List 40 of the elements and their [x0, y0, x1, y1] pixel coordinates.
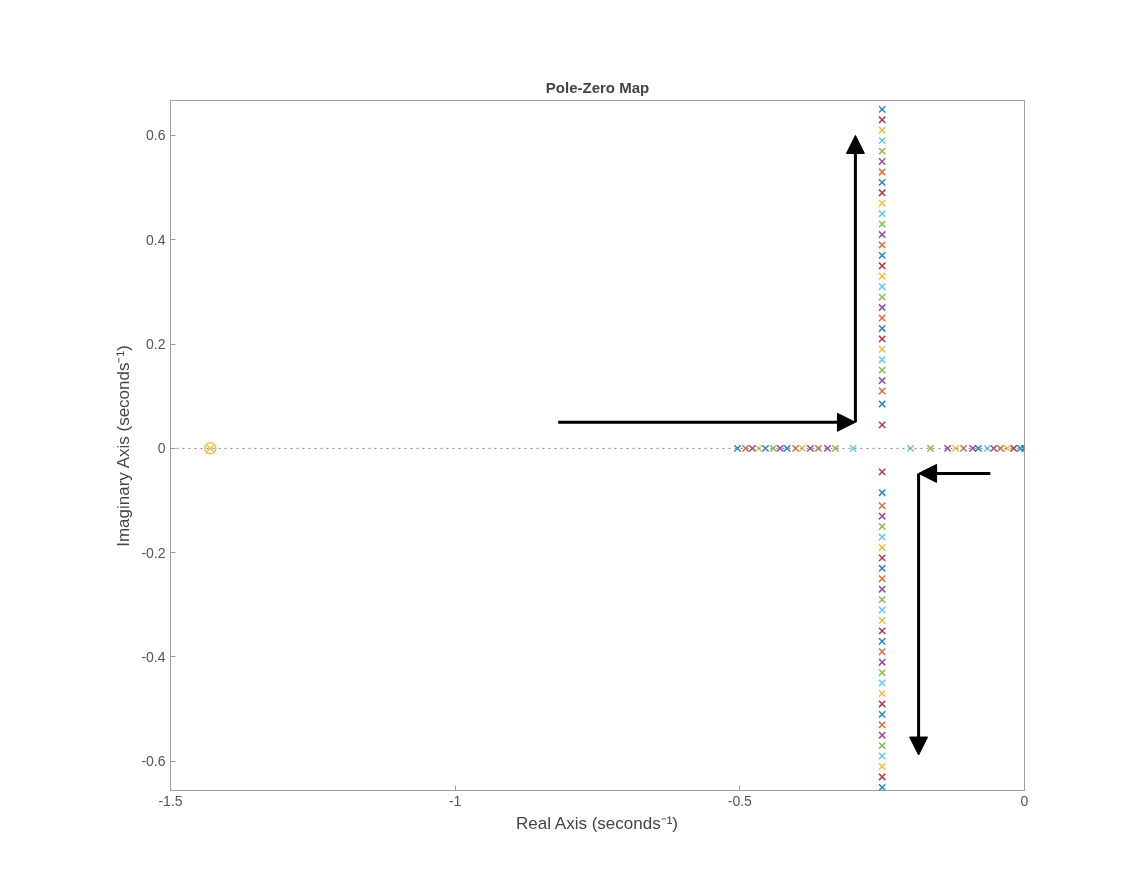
point	[906, 444, 915, 453]
y-tick-label: 0.4	[146, 231, 166, 248]
y-tick-label: 0	[157, 440, 166, 457]
point	[878, 188, 887, 197]
point	[791, 444, 800, 453]
point	[878, 261, 887, 270]
x-tick-label: -1	[448, 792, 462, 809]
point	[996, 444, 1005, 453]
point	[951, 444, 960, 453]
x-tick-label: 0	[1020, 792, 1029, 809]
point	[878, 334, 887, 343]
point	[943, 444, 952, 453]
point	[754, 444, 763, 453]
point	[1009, 444, 1018, 453]
point	[878, 420, 887, 429]
point	[878, 366, 887, 375]
point	[878, 293, 887, 302]
y-axis-title: Imaginary Axis (seconds⁻¹)	[114, 345, 134, 547]
chart-title: Pole-Zero Map	[545, 78, 650, 96]
point	[878, 731, 887, 740]
point	[968, 444, 977, 453]
x-tick-label: -0.5	[727, 792, 753, 809]
x-axis-title: Real Axis (seconds⁻¹)	[516, 813, 678, 833]
point	[748, 444, 757, 453]
point	[878, 126, 887, 135]
point	[878, 467, 887, 476]
point	[769, 444, 778, 453]
y-tick-label: 0.6	[146, 127, 166, 144]
point	[1003, 444, 1012, 453]
y-tick-label: -0.4	[141, 648, 166, 665]
y-tick-label: -0.6	[141, 753, 166, 770]
point	[878, 512, 887, 521]
x-tick-label: -1.5	[158, 792, 183, 809]
y-tick-label: 0.2	[146, 336, 166, 353]
point	[878, 585, 887, 594]
point	[878, 658, 887, 667]
point	[878, 553, 887, 562]
y-tick-label: -0.2	[141, 544, 166, 561]
point	[974, 444, 983, 453]
point	[814, 444, 823, 453]
